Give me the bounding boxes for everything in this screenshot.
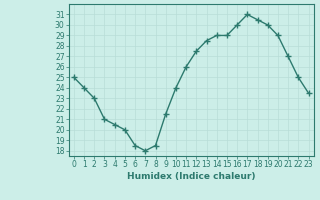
X-axis label: Humidex (Indice chaleur): Humidex (Indice chaleur) xyxy=(127,172,255,181)
